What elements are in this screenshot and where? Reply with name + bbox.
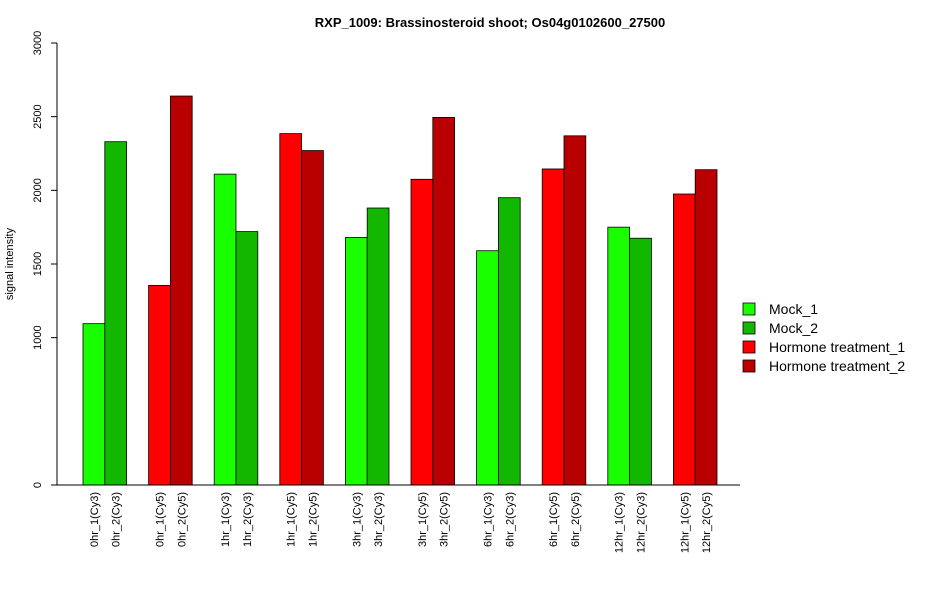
- x-tick-label: 0hr_1(Cy5): [155, 492, 167, 547]
- x-tick-label: 12hr_2(Cy5): [701, 492, 713, 553]
- x-tick-label: 1hr_2(Cy5): [308, 492, 320, 547]
- bar: [82, 323, 106, 486]
- bar: [694, 169, 718, 486]
- bar: [169, 95, 193, 486]
- y-axis: 0 1000 1500 2000 2500 3000: [32, 31, 58, 488]
- bar: [344, 237, 368, 486]
- x-tick-label: 12hr_1(Cy3): [614, 492, 626, 553]
- bar: [410, 178, 434, 486]
- x-tick-label: 1hr_1(Cy5): [286, 492, 298, 547]
- x-tick-label: 3hr_1(Cy5): [417, 492, 429, 547]
- bar: [629, 237, 652, 486]
- bar: [104, 141, 128, 486]
- bar: [541, 168, 565, 486]
- chart-title: RXP_1009: Brassinosteroid shoot; Os04g01…: [315, 15, 665, 30]
- bar: [366, 207, 390, 486]
- bar: [607, 226, 630, 486]
- x-tick-label: 0hr_2(Cy3): [111, 492, 123, 547]
- y-tick-label: 1000: [32, 325, 44, 349]
- y-tick-label: 0: [32, 482, 44, 488]
- x-tick-label: 0hr_1(Cy3): [89, 492, 101, 547]
- legend-swatch: [742, 359, 756, 373]
- x-tick-label: 6hr_1(Cy5): [548, 492, 560, 547]
- x-tick-label: 1hr_2(Cy3): [242, 492, 254, 547]
- legend: Mock_1 Mock_2 Hormone treatment_1 Hormone t…: [742, 301, 905, 374]
- x-tick-label: 0hr_2(Cy5): [176, 492, 188, 547]
- x-axis: 0hr_1(Cy3) 0hr_2(Cy3) 0hr_1(Cy5) 0hr_2(Cy5)…: [57, 484, 740, 553]
- x-tick-label: 6hr_2(Cy5): [570, 492, 582, 547]
- legend-label: Hormone treatment_2: [769, 358, 905, 374]
- x-tick-label: 6hr_1(Cy3): [483, 492, 495, 547]
- legend-swatch: [742, 321, 756, 335]
- x-tick-label: 3hr_1(Cy3): [351, 492, 363, 547]
- y-tick-label: 3000: [32, 31, 44, 55]
- bar: [497, 197, 521, 486]
- bar: [279, 133, 302, 486]
- x-tick-label: 1hr_1(Cy3): [220, 492, 232, 547]
- legend-label: Hormone treatment_1: [769, 339, 905, 355]
- legend-swatch: [742, 302, 756, 316]
- x-tick-label: 3hr_2(Cy3): [373, 492, 385, 547]
- legend-label: Mock_1: [769, 301, 818, 317]
- legend-swatch: [742, 340, 756, 354]
- y-axis-label: signal intensity: [4, 227, 16, 300]
- y-tick-label: 1500: [32, 252, 44, 276]
- x-tick-label: 6hr_2(Cy3): [504, 492, 516, 547]
- bar: [476, 250, 499, 486]
- bar: [235, 231, 259, 486]
- y-tick-label: 2000: [32, 178, 44, 202]
- x-tick-label: 12hr_2(Cy3): [636, 492, 648, 553]
- bar: [673, 193, 696, 486]
- bar: [213, 173, 237, 486]
- bar: [148, 284, 171, 486]
- y-tick-label: 2500: [32, 104, 44, 128]
- x-tick-label: 3hr_2(Cy5): [439, 492, 451, 547]
- bars: [82, 95, 718, 486]
- bar: [432, 117, 455, 486]
- bar: [301, 150, 324, 486]
- x-tick-label: 12hr_1(Cy5): [679, 492, 691, 553]
- legend-label: Mock_2: [769, 320, 818, 336]
- bar: [563, 135, 587, 486]
